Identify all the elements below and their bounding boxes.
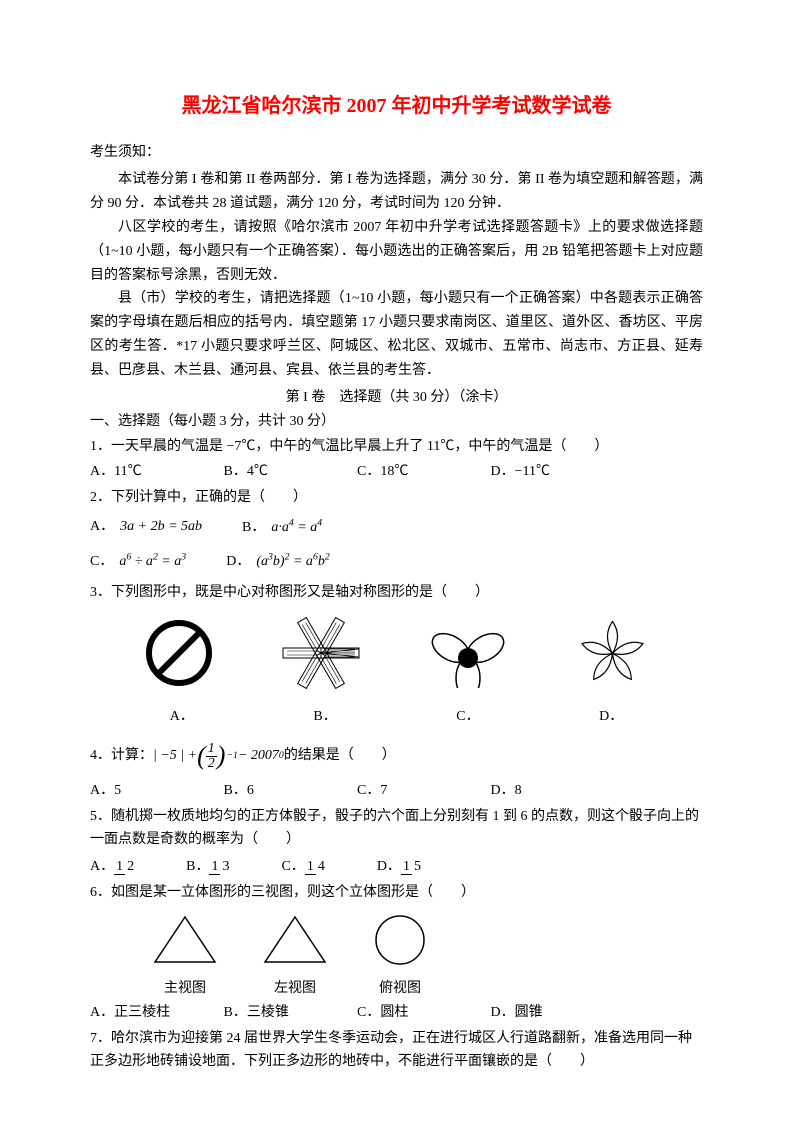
circle-icon	[370, 912, 430, 967]
paragraph-1: 本试卷分第 I 卷和第 II 卷两部分．第 I 卷为选择题，满分 30 分．第 …	[90, 168, 703, 216]
q6-option-a: A．正三棱柱	[90, 1002, 220, 1024]
q5-option-b: B．13	[186, 856, 231, 878]
q2-option-b: B．a·a4 = a4	[242, 515, 322, 539]
q1-option-b: B．4℃	[224, 461, 354, 483]
no-entry-icon	[144, 618, 214, 688]
q2-option-a: A．3a + 2b = 5ab	[90, 516, 202, 538]
q5-option-d: D．15	[377, 856, 423, 878]
paragraph-2: 八区学校的考生，请按照《哈尔滨市 2007 年初中升学考试选择题答题卡》上的要求…	[90, 216, 703, 287]
triangle-icon	[260, 912, 330, 967]
question-3: 3．下列图形中，既是中心对称图形又是轴对称图形的是（ ）	[90, 581, 703, 605]
q6-left-view: 左视图	[260, 912, 330, 1000]
triangle-icon	[150, 912, 220, 967]
question-2-row1: A．3a + 2b = 5ab B．a·a4 = a4	[90, 515, 703, 539]
question-1-options: A．11℃ B．4℃ C．18℃ D．−11℃	[90, 461, 703, 483]
question-2: 2．下列计算中，正确的是（ ）	[90, 486, 703, 510]
section-1-subheader: 一、选择题（每小题 3 分，共计 30 分）	[90, 411, 703, 433]
q4-prefix: 4．计算：	[90, 744, 153, 768]
question-6: 6．如图是某一立体图形的三视图，则这个立体图形是（ ）	[90, 881, 703, 905]
q3-label-c: C．	[456, 706, 479, 728]
q4-formula: | −5 | + ( 12 )−1 − 20070	[153, 734, 284, 778]
q3-label-a: A．	[170, 706, 194, 728]
notice-label: 考生须知：	[90, 142, 703, 164]
propeller-icon	[428, 618, 508, 688]
question-5: 5．随机掷一枚质地均匀的正方体骰子，骰子的六个面上分别刻有 1 到 6 的点数，…	[90, 805, 703, 853]
page-title: 黑龙江省哈尔滨市 2007 年初中升学考试数学试卷	[90, 90, 703, 122]
q3-figure-d	[575, 616, 650, 699]
question-6-views: 主视图 左视图 俯视图	[150, 912, 703, 1000]
q3-figure-b	[281, 613, 361, 701]
q6-option-d: D．圆锥	[491, 1002, 621, 1024]
q4-option-b: B．6	[224, 780, 354, 802]
section-1-header: 第 I 卷 选择题（共 30 分）（涂卡）	[90, 387, 703, 409]
q6-top-view: 俯视图	[370, 912, 430, 1000]
question-2-row2: C．a6 ÷ a2 = a3 D．(a3b)2 = a6b2	[90, 549, 703, 573]
question-7: 7．哈尔滨市为迎接第 24 届世界大学生冬季运动会，正在进行城区人行道路翻新，准…	[90, 1027, 703, 1075]
q6-front-view: 主视图	[150, 912, 220, 1000]
q1-option-a: A．11℃	[90, 461, 220, 483]
question-5-options: A．12 B．13 C．14 D．15	[90, 856, 703, 878]
q5-option-a: A．12	[90, 856, 136, 878]
q3-label-b: B．	[313, 706, 336, 728]
question-1: 1．一天早晨的气温是 −7℃，中午的气温比早晨上升了 11℃，中午的气温是（ ）	[90, 435, 703, 459]
q1-option-c: C．18℃	[357, 461, 487, 483]
q5-option-c: C．14	[281, 856, 326, 878]
q2-option-c: C．a6 ÷ a2 = a3	[90, 549, 186, 573]
question-4: 4．计算： | −5 | + ( 12 )−1 − 20070 的结果是（ ）	[90, 734, 703, 778]
q1-option-d: D．−11℃	[491, 461, 621, 483]
question-3-labels: A． B． C． D．	[110, 706, 683, 728]
q2-option-d: D．(a3b)2 = a6b2	[226, 549, 330, 573]
q3-figure-a	[144, 618, 214, 696]
q4-option-d: D．8	[491, 780, 621, 802]
q4-option-c: C．7	[357, 780, 487, 802]
q6-option-b: B．三棱锥	[224, 1002, 354, 1024]
pinwheel-icon	[281, 613, 361, 693]
paragraph-3: 县（市）学校的考生，请把选择题（1~10 小题，每小题只有一个正确答案）中各题表…	[90, 287, 703, 382]
q4-suffix: 的结果是（ ）	[284, 744, 396, 768]
question-4-options: A．5 B．6 C．7 D．8	[90, 780, 703, 802]
question-3-figures	[110, 613, 683, 701]
q4-option-a: A．5	[90, 780, 220, 802]
q3-figure-c	[428, 618, 508, 696]
question-6-options: A．正三棱柱 B．三棱锥 C．圆柱 D．圆锥	[90, 1002, 703, 1024]
q6-option-c: C．圆柱	[357, 1002, 487, 1024]
q3-label-d: D．	[599, 706, 623, 728]
flower-icon	[575, 616, 650, 691]
